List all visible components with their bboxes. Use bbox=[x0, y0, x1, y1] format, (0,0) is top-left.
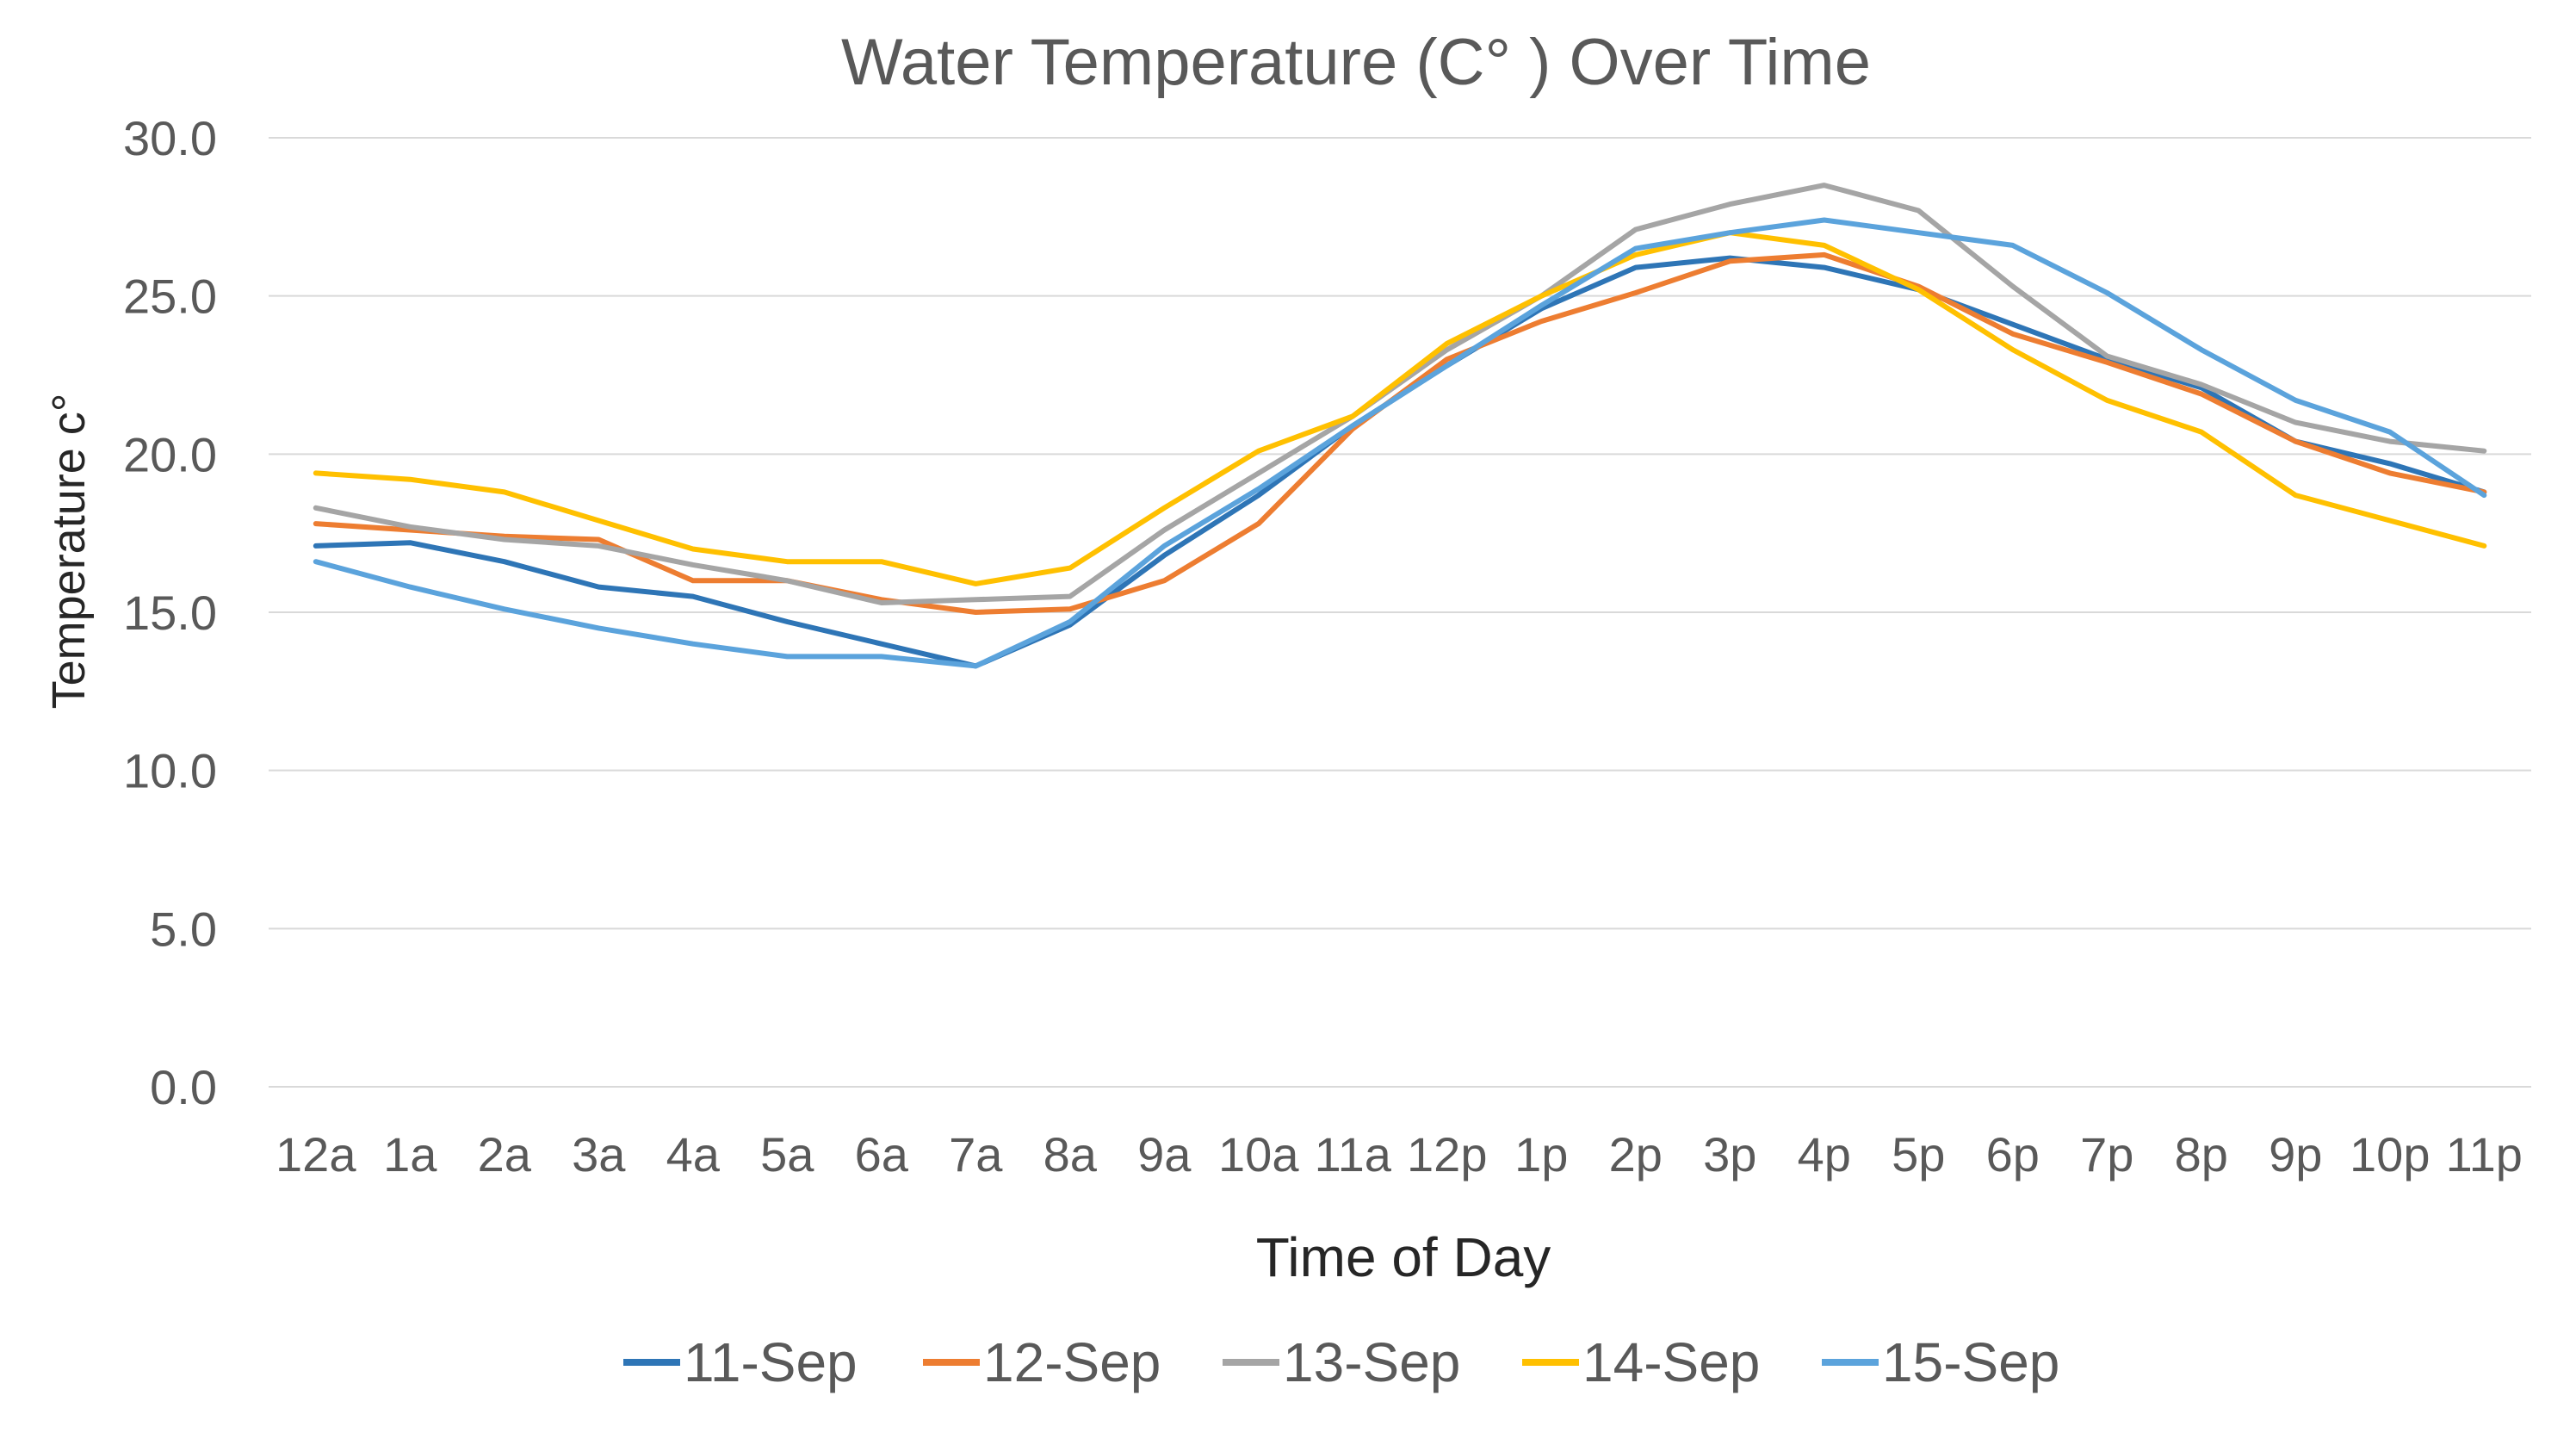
legend-label: 15-Sep bbox=[1882, 1331, 2059, 1393]
y-tick-label: 5.0 bbox=[150, 902, 217, 956]
y-tick-label: 0.0 bbox=[150, 1060, 217, 1114]
y-axis-label: Temperature c° bbox=[43, 394, 95, 710]
x-tick-label: 4a bbox=[666, 1127, 721, 1181]
legend-item: 13-Sep bbox=[1223, 1331, 1460, 1393]
x-tick-label: 8a bbox=[1043, 1127, 1098, 1181]
x-tick-label: 2p bbox=[1609, 1127, 1663, 1181]
y-tick-label: 10.0 bbox=[123, 744, 217, 798]
series-line-14-sep bbox=[313, 230, 2487, 586]
x-tick-label: 11a bbox=[1315, 1127, 1392, 1181]
legend-item: 12-Sep bbox=[923, 1331, 1161, 1393]
x-tick-label: 10p bbox=[2350, 1127, 2430, 1181]
x-tick-label: 3a bbox=[572, 1127, 626, 1181]
x-tick-label: 12a bbox=[276, 1127, 356, 1181]
x-tick-labels: 12a 1a 2a 3a 4a 5a 6a 7a 8a 9a 10a 11a 12p 1p 2p 3p 4p 5p… bbox=[276, 1127, 2523, 1181]
legend-label: 14-Sep bbox=[1582, 1331, 1760, 1393]
x-axis-label: Time of Day bbox=[1256, 1226, 1551, 1288]
x-tick-label: 3p bbox=[1703, 1127, 1756, 1181]
x-tick-label: 2a bbox=[478, 1127, 532, 1181]
x-tick-label: 6p bbox=[1986, 1127, 2040, 1181]
legend-item: 14-Sep bbox=[1522, 1331, 1760, 1393]
x-tick-label: 9a bbox=[1137, 1127, 1192, 1181]
series-lines bbox=[313, 183, 2487, 669]
chart-title: Water Temperature (C° ) Over Time bbox=[841, 26, 1871, 99]
series-line-11-sep bbox=[313, 255, 2487, 669]
series-line-15-sep bbox=[313, 217, 2487, 669]
x-tick-label: 6a bbox=[855, 1127, 909, 1181]
y-tick-labels: 0.0 5.0 10.0 15.0 20.0 25.0 30.0 bbox=[123, 111, 217, 1114]
gridlines bbox=[269, 137, 2531, 1088]
legend-label: 12-Sep bbox=[983, 1331, 1161, 1393]
y-tick-label: 15.0 bbox=[123, 586, 217, 640]
x-tick-label: 4p bbox=[1798, 1127, 1851, 1181]
legend-label: 13-Sep bbox=[1283, 1331, 1460, 1393]
legend-label: 11-Sep bbox=[684, 1331, 858, 1393]
x-tick-label: 7p bbox=[2080, 1127, 2133, 1181]
x-tick-label: 1p bbox=[1514, 1127, 1568, 1181]
y-tick-label: 25.0 bbox=[123, 270, 217, 324]
x-tick-label: 7a bbox=[949, 1127, 1003, 1181]
x-tick-label: 10a bbox=[1218, 1127, 1299, 1181]
legend: 11-Sep 12-Sep 13-Sep 14-Sep 15-Sep bbox=[623, 1331, 2059, 1393]
x-tick-label: 8p bbox=[2175, 1127, 2228, 1181]
x-tick-label: 12p bbox=[1407, 1127, 1487, 1181]
x-tick-label: 5p bbox=[1892, 1127, 1945, 1181]
legend-item: 11-Sep bbox=[623, 1331, 858, 1393]
x-tick-label: 5a bbox=[760, 1127, 814, 1181]
x-tick-label: 1a bbox=[383, 1127, 437, 1181]
y-tick-label: 30.0 bbox=[123, 111, 217, 165]
x-tick-label: 11p bbox=[2446, 1127, 2523, 1181]
x-tick-label: 9p bbox=[2269, 1127, 2322, 1181]
y-tick-label: 20.0 bbox=[123, 427, 217, 481]
legend-item: 15-Sep bbox=[1822, 1331, 2059, 1393]
series-line-12-sep bbox=[313, 251, 2487, 615]
